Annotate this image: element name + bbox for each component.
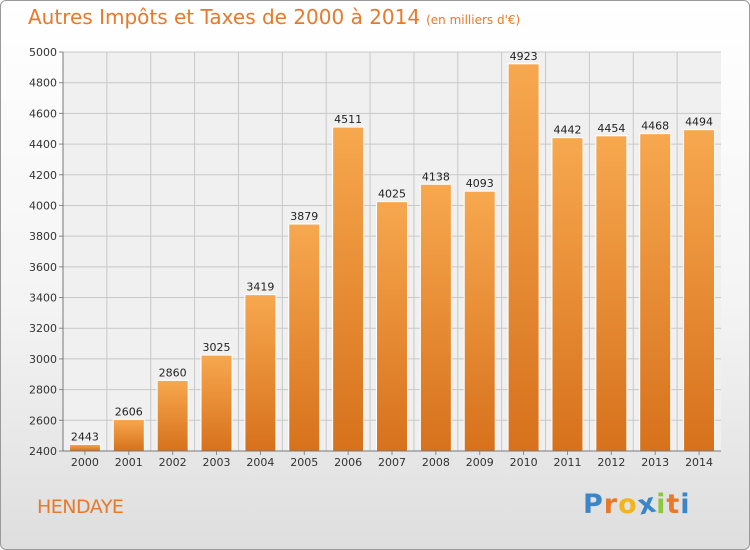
bar — [376, 201, 408, 452]
bar — [595, 135, 628, 452]
y-tick-label: 3600 — [29, 261, 57, 274]
bar — [683, 129, 716, 452]
logo-letter: i — [656, 489, 667, 520]
y-tick-label: 3200 — [29, 322, 57, 335]
y-tick-label: 2400 — [29, 445, 57, 458]
bar-value-label: 4511 — [334, 113, 362, 126]
x-tick-label: 2000 — [71, 456, 99, 469]
y-tick-label: 4000 — [29, 199, 57, 212]
bar — [112, 418, 145, 452]
x-tick-label: 2002 — [159, 456, 187, 469]
y-tick-label: 4200 — [29, 169, 57, 182]
chart-title: Autres Impôts et Taxes de 2000 à 2014 (en… — [28, 5, 520, 29]
x-tick-label: 2006 — [334, 456, 362, 469]
bar-value-label: 2860 — [159, 366, 187, 379]
x-tick-label: 2013 — [641, 456, 669, 469]
y-tick-label: 4800 — [29, 77, 57, 90]
bar — [68, 443, 101, 452]
x-tick-label: 2001 — [115, 456, 143, 469]
logo-letter: P — [583, 489, 604, 520]
logo-letter: o — [618, 489, 638, 520]
x-tick-label: 2003 — [203, 456, 231, 469]
bar — [639, 133, 672, 452]
y-tick-label: 5000 — [29, 46, 57, 59]
bar — [332, 126, 365, 452]
x-tick-label: 2004 — [246, 456, 274, 469]
y-tick-label: 4400 — [29, 138, 57, 151]
bar-value-label: 3879 — [290, 210, 318, 223]
bar-value-label: 2606 — [115, 405, 143, 418]
bar-value-label: 4454 — [597, 122, 625, 135]
bar-value-label: 3419 — [246, 281, 274, 294]
place-name: HENDAYE — [37, 496, 124, 518]
bar — [551, 137, 584, 452]
y-tick-label: 3000 — [29, 353, 57, 366]
x-tick-label: 2009 — [466, 456, 494, 469]
proxiti-logo: Proxiti — [583, 487, 691, 521]
x-tick-label: 2007 — [378, 456, 406, 469]
bar-value-label: 4923 — [510, 50, 538, 63]
bar — [463, 190, 496, 452]
bar — [244, 294, 277, 452]
bar — [507, 63, 540, 452]
bar-value-label: 4138 — [422, 170, 450, 183]
x-tick-label: 2008 — [422, 456, 450, 469]
bar-value-label: 3025 — [203, 341, 231, 354]
x-tick-label: 2005 — [290, 456, 318, 469]
bar-value-label: 2443 — [71, 430, 99, 443]
chart-title-text: Autres Impôts et Taxes de 2000 à 2014 — [28, 5, 421, 29]
y-tick-label: 2800 — [29, 384, 57, 397]
bar-value-label: 4025 — [378, 188, 406, 201]
bar-value-label: 4468 — [641, 120, 669, 133]
x-tick-label: 2011 — [553, 456, 581, 469]
logo-letter: r — [603, 489, 619, 520]
bar — [156, 379, 189, 452]
x-tick-label: 2012 — [597, 456, 625, 469]
y-tick-label: 4600 — [29, 107, 57, 120]
bar-value-label: 4442 — [553, 124, 581, 137]
bar-value-label: 4494 — [685, 116, 713, 129]
bar-value-label: 4093 — [466, 177, 494, 190]
y-tick-label: 3400 — [29, 292, 57, 305]
x-tick-label: 2014 — [685, 456, 713, 469]
bar — [288, 223, 321, 452]
y-tick-label: 3800 — [29, 230, 57, 243]
y-tick-label: 2600 — [29, 414, 57, 427]
unit-label: (en milliers d'€) — [426, 13, 521, 27]
logo-letter: t — [666, 489, 681, 520]
bar — [200, 354, 233, 452]
x-tick-label: 2010 — [510, 456, 538, 469]
logo-letter: i — [680, 489, 691, 520]
bar — [419, 183, 452, 452]
